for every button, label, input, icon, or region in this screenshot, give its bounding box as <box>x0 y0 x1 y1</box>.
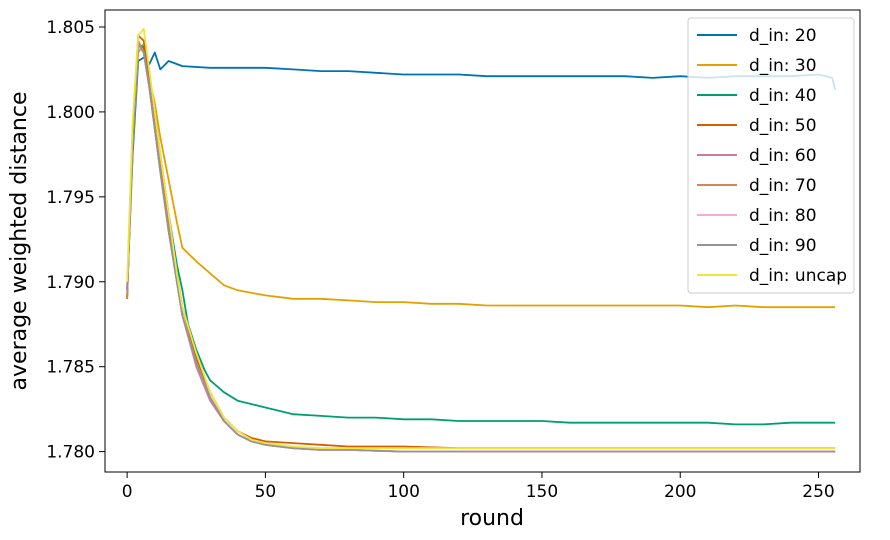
x-tick-label: 0 <box>122 482 133 502</box>
y-axis-label: average weighted distance <box>7 92 32 391</box>
y-tick-label: 1.785 <box>46 358 95 378</box>
series-line-8 <box>126 27 836 450</box>
legend-label: d_in: 50 <box>749 116 817 136</box>
x-axis-label: round <box>460 506 524 531</box>
legend-label: d_in: 80 <box>749 206 817 226</box>
series-line-1 <box>126 43 836 309</box>
legend-label: d_in: uncap <box>749 266 847 286</box>
x-tick-label: 50 <box>255 482 277 502</box>
y-tick-label: 1.795 <box>46 188 95 208</box>
y-tick-label: 1.805 <box>46 18 95 38</box>
y-tick-label: 1.780 <box>46 443 95 463</box>
x-tick-label: 200 <box>664 482 696 502</box>
legend-label: d_in: 90 <box>749 236 817 256</box>
y-tick-label: 1.800 <box>46 103 95 123</box>
legend-label: d_in: 30 <box>749 56 817 76</box>
series-layer <box>126 27 836 453</box>
x-tick-label: 250 <box>802 482 834 502</box>
x-tick-label: 100 <box>387 482 419 502</box>
legend-items: d_in: 20 d_in: 30 d_in: 40 d_in: 50 d_in: 60… <box>697 26 847 286</box>
legend-label: d_in: 20 <box>749 26 817 46</box>
legend-label: d_in: 70 <box>749 176 817 196</box>
x-tick-label: 150 <box>526 482 558 502</box>
y-tick-label: 1.790 <box>46 273 95 293</box>
legend-label: d_in: 40 <box>749 86 817 106</box>
legend-box <box>687 17 855 294</box>
legend: d_in: 20 d_in: 30 d_in: 40 d_in: 50 d_in: 60… <box>687 17 855 294</box>
series-line-7 <box>126 43 836 453</box>
x-axis-ticks: 0 50 100 150 200 250 <box>122 472 835 502</box>
y-axis-ticks: 1.780 1.785 1.790 1.795 1.800 1.805 <box>46 18 105 463</box>
legend-label: d_in: 60 <box>749 146 817 166</box>
plot-frame <box>104 9 861 473</box>
